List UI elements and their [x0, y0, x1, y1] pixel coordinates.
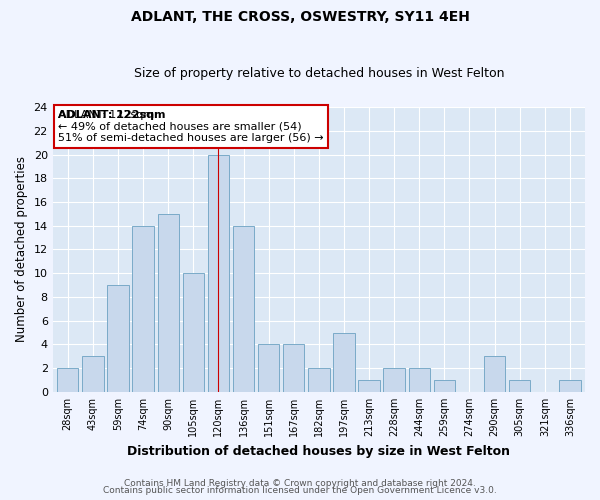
Title: Size of property relative to detached houses in West Felton: Size of property relative to detached ho…	[134, 66, 504, 80]
Bar	[208, 154, 229, 392]
Bar	[383, 368, 405, 392]
Bar	[484, 356, 505, 392]
Text: ADLANT, THE CROSS, OSWESTRY, SY11 4EH: ADLANT, THE CROSS, OSWESTRY, SY11 4EH	[131, 10, 469, 24]
Text: Contains HM Land Registry data © Crown copyright and database right 2024.: Contains HM Land Registry data © Crown c…	[124, 478, 476, 488]
Text: ADLANT: 122sqm
← 49% of detached houses are smaller (54)
51% of semi-detached ho: ADLANT: 122sqm ← 49% of detached houses …	[58, 110, 323, 143]
Text: Contains public sector information licensed under the Open Government Licence v3: Contains public sector information licen…	[103, 486, 497, 495]
Bar	[82, 356, 104, 392]
Bar	[333, 332, 355, 392]
Bar	[57, 368, 79, 392]
Bar	[509, 380, 530, 392]
Bar	[409, 368, 430, 392]
Bar	[434, 380, 455, 392]
Bar	[559, 380, 581, 392]
Bar	[107, 285, 128, 392]
Y-axis label: Number of detached properties: Number of detached properties	[15, 156, 28, 342]
Bar	[182, 273, 204, 392]
Bar	[158, 214, 179, 392]
Bar	[283, 344, 304, 392]
Bar	[133, 226, 154, 392]
X-axis label: Distribution of detached houses by size in West Felton: Distribution of detached houses by size …	[127, 444, 511, 458]
Bar	[308, 368, 329, 392]
Bar	[358, 380, 380, 392]
Text: ADLANT: 122sqm: ADLANT: 122sqm	[58, 110, 166, 120]
Bar	[233, 226, 254, 392]
Bar	[258, 344, 279, 392]
